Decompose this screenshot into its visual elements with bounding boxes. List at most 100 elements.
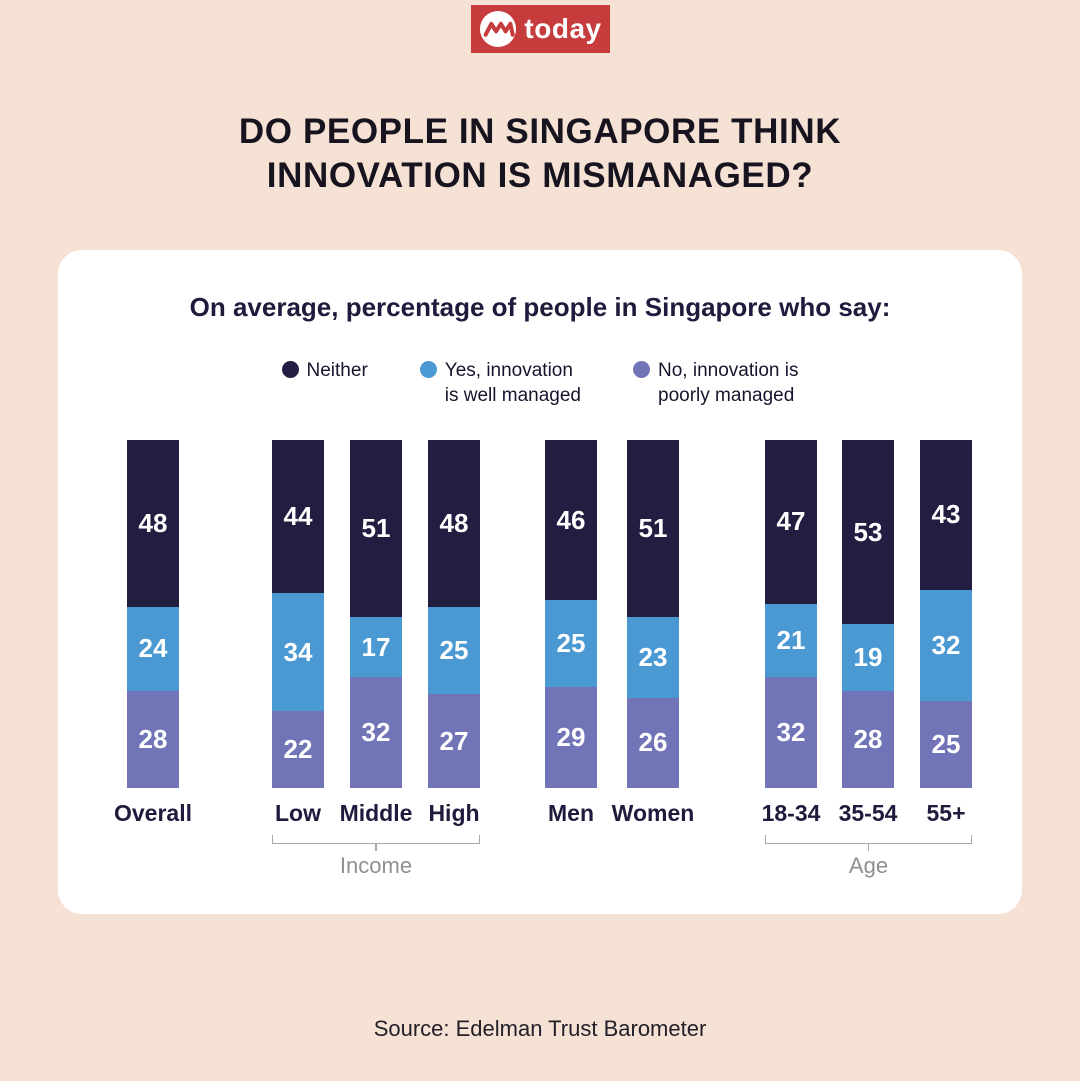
bar-value: 23 (638, 641, 668, 672)
bar-value: 51 (638, 513, 668, 544)
bar-value: 48 (138, 508, 168, 539)
today-mountains-icon (479, 10, 517, 48)
bar-women: 51 23 26 (627, 440, 679, 788)
bracket-line (765, 835, 972, 844)
chart-subtitle: On average, percentage of people in Sing… (189, 292, 891, 322)
bar-segment: 48 (127, 440, 179, 608)
page-title-line2: INNOVATION IS MISMANAGED? (266, 156, 814, 196)
bar-value: 17 (361, 631, 391, 662)
bar-segment: 26 (627, 697, 679, 788)
bar-value: 21 (776, 624, 806, 655)
bar-category-label: Middle (339, 800, 413, 826)
chart-card: On average, percentage of people in Sing… (58, 250, 1022, 914)
bar-category-label: High (428, 800, 480, 826)
bar-category-label: Women (611, 800, 695, 826)
bar-value: 28 (138, 723, 168, 754)
bar-segment: 22 (272, 711, 324, 788)
bar-value: 29 (556, 722, 586, 753)
bar-high: 48 25 27 (428, 440, 480, 788)
legend-item-neither: Neither (281, 358, 368, 408)
bar-segment: 34 (272, 593, 324, 712)
bar-segment: 19 (842, 624, 894, 691)
bar-low: 44 34 22 (272, 440, 324, 788)
bar-55+: 43 32 25 (920, 440, 972, 788)
bar-segment: 27 (428, 694, 480, 788)
bar-segment: 32 (920, 589, 972, 701)
bar-segment: 25 (545, 600, 597, 688)
bar-segment: 44 (272, 440, 324, 594)
bar-value: 28 (853, 723, 883, 754)
bar-segment: 28 (127, 690, 179, 788)
bar-35-54: 53 19 28 (842, 440, 894, 788)
bracket-line (272, 835, 480, 844)
bar-value: 32 (776, 716, 806, 747)
bar-segment: 32 (350, 676, 402, 788)
bar-segment: 21 (765, 603, 817, 677)
legend-item-well-managed: Yes, innovation is well managed (419, 358, 582, 408)
bar-value: 25 (439, 635, 469, 666)
bar-category-label: 55+ (926, 800, 966, 826)
bar-segment: 28 (842, 690, 894, 788)
bar-value: 25 (556, 628, 586, 659)
bar-overall: 48 24 28 (127, 440, 179, 788)
bar-segment: 43 (920, 440, 972, 590)
bar-segment: 24 (127, 607, 179, 691)
bar-category-label: Men (548, 800, 594, 826)
group-label: Age (848, 853, 889, 878)
bar-value: 43 (931, 499, 961, 530)
bar-18-34: 47 21 32 (765, 440, 817, 788)
bar-category-label: 35-54 (838, 800, 898, 826)
legend-item-poorly-managed: No, innovation is poorly managed (633, 358, 798, 408)
stacked-bar-chart: 48 24 28 Overall 44 34 22 Low 51 17 32 Middle 48 25 27… (58, 440, 1022, 914)
bracket-stem (375, 844, 377, 851)
bar-value: 46 (556, 504, 586, 535)
group-bracket-income: Income (272, 835, 480, 879)
bar-segment: 23 (627, 617, 679, 698)
bar-value: 24 (138, 633, 168, 664)
bar-segment: 25 (920, 700, 972, 788)
bar-segment: 17 (350, 617, 402, 677)
bar-category-label: Low (275, 800, 321, 826)
bracket-stem (867, 844, 870, 851)
group-label: Income (339, 853, 413, 878)
bar-value: 32 (931, 629, 961, 660)
bar-value: 19 (853, 641, 883, 672)
group-bracket-age: Age (765, 835, 972, 879)
bar-value: 48 (439, 508, 469, 539)
bar-men: 46 25 29 (545, 440, 597, 788)
bar-category-label: 18-34 (761, 800, 821, 826)
source-text: Source: Edelman Trust Barometer (373, 1016, 707, 1041)
bar-value: 32 (361, 716, 391, 747)
legend-label: No, innovation is poorly managed (658, 360, 799, 407)
legend-swatch (419, 361, 437, 378)
bar-value: 34 (283, 636, 313, 667)
bar-value: 47 (776, 506, 806, 537)
bar-segment: 29 (545, 687, 597, 788)
legend-swatch (281, 361, 299, 378)
bar-segment: 51 (627, 440, 679, 618)
bar-value: 53 (853, 516, 883, 547)
today-logo: today (471, 5, 610, 53)
bar-category-label: Overall (114, 800, 192, 826)
bar-segment: 25 (428, 607, 480, 695)
bar-segment: 32 (765, 676, 817, 788)
bar-value: 22 (283, 734, 313, 765)
bar-segment: 51 (350, 440, 402, 618)
bar-value: 51 (361, 513, 391, 544)
bar-segment: 47 (765, 440, 817, 604)
bar-value: 25 (931, 728, 961, 759)
bar-segment: 48 (428, 440, 480, 608)
chart-legend: Neither Yes, innovation is well managed … (58, 358, 1022, 408)
bar-value: 44 (283, 501, 313, 532)
page-title: DO PEOPLE IN SINGAPORE THINK INNOVATION … (0, 110, 1080, 199)
bar-value: 26 (638, 727, 668, 758)
bar-middle: 51 17 32 (350, 440, 402, 788)
today-logo-text: today (524, 13, 602, 44)
legend-swatch (633, 361, 651, 378)
legend-label: Neither (306, 360, 368, 381)
legend-label: Yes, innovation is well managed (444, 360, 582, 407)
page-title-line1: DO PEOPLE IN SINGAPORE THINK (238, 112, 842, 151)
bar-segment: 46 (545, 440, 597, 601)
bar-segment: 53 (842, 440, 894, 625)
